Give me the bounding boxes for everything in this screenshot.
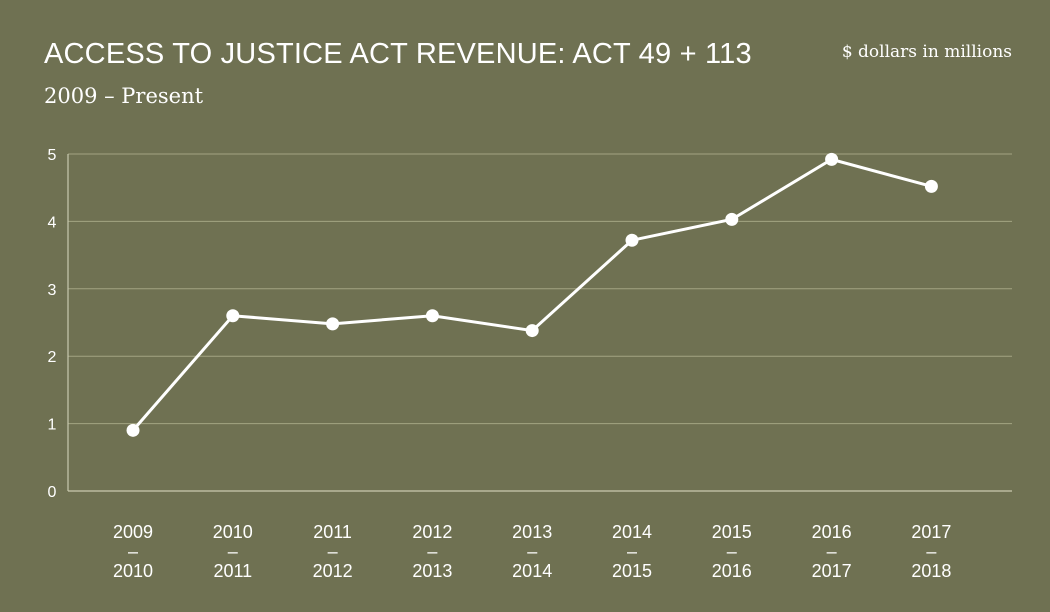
x-tick-label-line: – [527,542,537,562]
x-tick-label-line: 2009 [113,522,153,542]
x-tick-label: 2013–2014 [512,522,552,581]
x-tick-label-line: 2014 [612,522,652,542]
x-tick-label-line: 2012 [412,522,452,542]
x-tick-label-line: 2017 [812,561,852,581]
data-point [825,152,839,166]
x-tick-label-line: 2018 [911,561,951,581]
x-tick-label-line: 2011 [213,561,252,581]
x-tick-label-line: 2010 [113,561,153,581]
x-tick-label-line: 2012 [313,561,353,581]
x-tick-labels: 2009–20102010–20112011–20122012–20132013… [113,522,951,581]
data-point [425,309,439,323]
gridlines [68,153,1012,425]
axes [67,154,1012,492]
x-tick-label-line: – [727,542,737,562]
data-point [625,233,639,247]
y-tick-label: 0 [48,484,57,501]
x-tick-label-line: 2013 [412,561,452,581]
x-tick-label: 2014–2015 [612,522,652,581]
data-point [525,324,539,338]
y-tick-label: 4 [48,214,57,231]
data-point [326,317,340,331]
units-note: $ dollars in millions [841,42,1012,62]
x-tick-label-line: 2013 [512,522,552,542]
y-tick-label: 5 [48,147,57,164]
x-tick-label: 2012–2013 [412,522,452,581]
x-tick-label-line: – [328,542,338,562]
x-tick-label-line: 2016 [812,522,852,542]
chart-title: ACCESS TO JUSTICE ACT REVENUE: ACT 49 + … [44,38,752,70]
x-tick-label-line: – [926,542,936,562]
x-tick-label: 2016–2017 [812,522,852,581]
x-tick-label-line: – [627,542,637,562]
x-tick-label-line: – [427,542,437,562]
x-tick-label-line: – [827,542,837,562]
x-tick-label-line: 2015 [712,522,752,542]
x-tick-label: 2017–2018 [911,522,951,581]
x-tick-label-line: 2010 [213,522,253,542]
y-tick-labels: 0 1 2 3 4 5 [48,147,57,501]
series [126,152,938,437]
data-point [725,212,739,226]
data-point [226,309,240,323]
x-tick-label-line: 2014 [512,561,552,581]
x-tick-label: 2009–2010 [113,522,153,581]
chart-subtitle: 2009 – Present [44,84,204,108]
data-point [924,179,938,193]
y-tick-label: 2 [48,349,57,366]
y-tick-label: 3 [48,282,57,299]
x-tick-label: 2010–2011 [213,522,253,581]
x-tick-label-line: 2011 [313,522,352,542]
series-line [131,157,932,432]
x-tick-label-line: 2016 [712,561,752,581]
x-tick-label-line: – [228,542,238,562]
x-tick-label-line: 2015 [612,561,652,581]
y-tick-label: 1 [48,417,57,434]
data-point [126,423,140,437]
x-tick-label-line: 2017 [911,522,951,542]
x-tick-label-line: – [128,542,138,562]
x-tick-label: 2011–2012 [313,522,353,581]
x-tick-label: 2015–2016 [712,522,752,581]
